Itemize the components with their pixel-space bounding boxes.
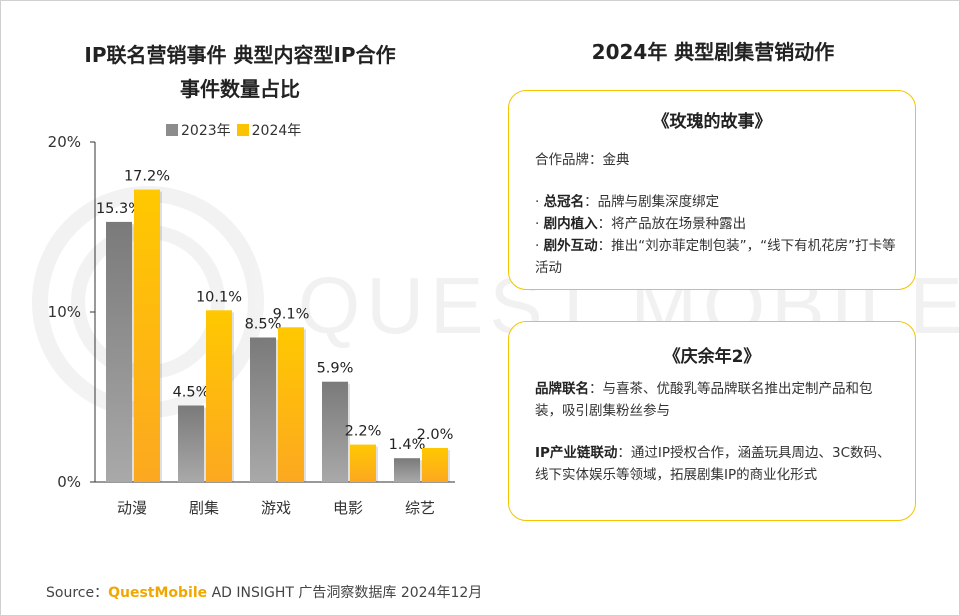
questmobile-brand: QuestMobile [108, 585, 208, 601]
item-ip-industry-chain: IP产业链联动：通过IP授权合作，涵盖玩具周边、3C数码、线下实体娱乐等领域，拓… [535, 445, 891, 483]
x-category-label: 动漫 [117, 499, 147, 517]
y-tick-label: 20% [48, 133, 81, 151]
data-label: 5.9% [317, 361, 354, 377]
legend-item-2023: 2023年 [166, 120, 231, 140]
legend-label-2023: 2023年 [181, 123, 231, 139]
source-note: Source：QuestMobile AD INSIGHT 广告洞察数据库 20… [46, 585, 483, 601]
chart-title: IP联名营销事件 典型内容型IP合作 事件数量占比 [60, 38, 420, 106]
data-label: 2.2% [345, 424, 382, 440]
item-brand-collab: 品牌联名：与喜茶、优酸乳等品牌联名推出定制产品和包装，吸引剧集粉丝参与 [535, 381, 873, 419]
bullet-title-sponsor: · 总冠名：品牌与剧集深度绑定 [535, 194, 720, 210]
data-label: 8.5% [245, 317, 282, 333]
bar-2024-2 [278, 327, 304, 482]
x-category-label: 游戏 [261, 499, 291, 517]
chart-legend: 2023年 2024年 [166, 120, 307, 140]
bar-2023-3 [322, 381, 348, 482]
bar-2024-0 [134, 189, 160, 482]
legend-item-2024: 2024年 [236, 120, 302, 140]
bar-2023-1 [178, 405, 204, 482]
card-title-joy-of-life-2: 《庆余年2》 [663, 347, 761, 367]
data-label: 9.1% [273, 306, 310, 322]
bar-2024-1 [206, 310, 232, 482]
bar-chart: 15.3%17.2%4.5%10.1%8.5%9.1%5.9%2.2%1.4%2… [48, 133, 455, 517]
case-card-rose-story: 《玫瑰的故事》 合作品牌：金典 · 总冠名：品牌与剧集深度绑定 · 剧内植入：将… [508, 90, 916, 290]
x-category-label: 电影 [333, 499, 363, 517]
bullet-offline-interaction: · 剧外互动：推出“刘亦菲定制包装”，“线下有机花房”打卡等活动 [535, 238, 896, 276]
bar-2024-3 [350, 444, 376, 482]
y-tick-label: 0% [57, 473, 81, 491]
data-label: 10.1% [196, 289, 242, 305]
card-title-rose-story: 《玫瑰的故事》 [652, 112, 772, 132]
y-tick-label: 10% [48, 303, 81, 321]
card-body-rose-story: 合作品牌：金典 · 总冠名：品牌与剧集深度绑定 · 剧内植入：将产品放在场景种露… [535, 149, 897, 279]
data-label: 1.4% [389, 437, 426, 453]
case-card-joy-of-life-2: 《庆余年2》 品牌联名：与喜茶、优酸乳等品牌联名推出定制产品和包装，吸引剧集粉丝… [508, 321, 916, 521]
legend-label-2024: 2024年 [251, 123, 302, 139]
bullet-product-placement: · 剧内植入：将产品放在场景种露出 [535, 216, 747, 232]
bar-2023-2 [250, 337, 276, 482]
data-label: 17.2% [124, 169, 170, 185]
x-category-label: 剧集 [189, 499, 219, 517]
data-label: 15.3% [96, 201, 142, 217]
bar-2024-4 [422, 448, 448, 482]
data-label: 2.0% [417, 427, 454, 443]
data-label: 4.5% [173, 385, 210, 401]
legend-swatch-2024 [236, 124, 249, 136]
legend-swatch-2023 [166, 124, 178, 136]
chart-title-line-1: IP联名营销事件 典型内容型IP合作 [84, 43, 396, 67]
right-panel-title: 2024年 典型剧集营销动作 [591, 40, 835, 64]
card-body-joy-of-life-2: 品牌联名：与喜茶、优酸乳等品牌联名推出定制产品和包装，吸引剧集粉丝参与 IP产业… [535, 378, 897, 486]
chart-title-line-2: 事件数量占比 [180, 77, 300, 101]
cooperation-brand: 合作品牌：金典 [535, 152, 630, 168]
bar-2023-0 [106, 221, 132, 482]
x-category-label: 综艺 [405, 499, 435, 517]
bar-2023-4 [394, 458, 420, 482]
